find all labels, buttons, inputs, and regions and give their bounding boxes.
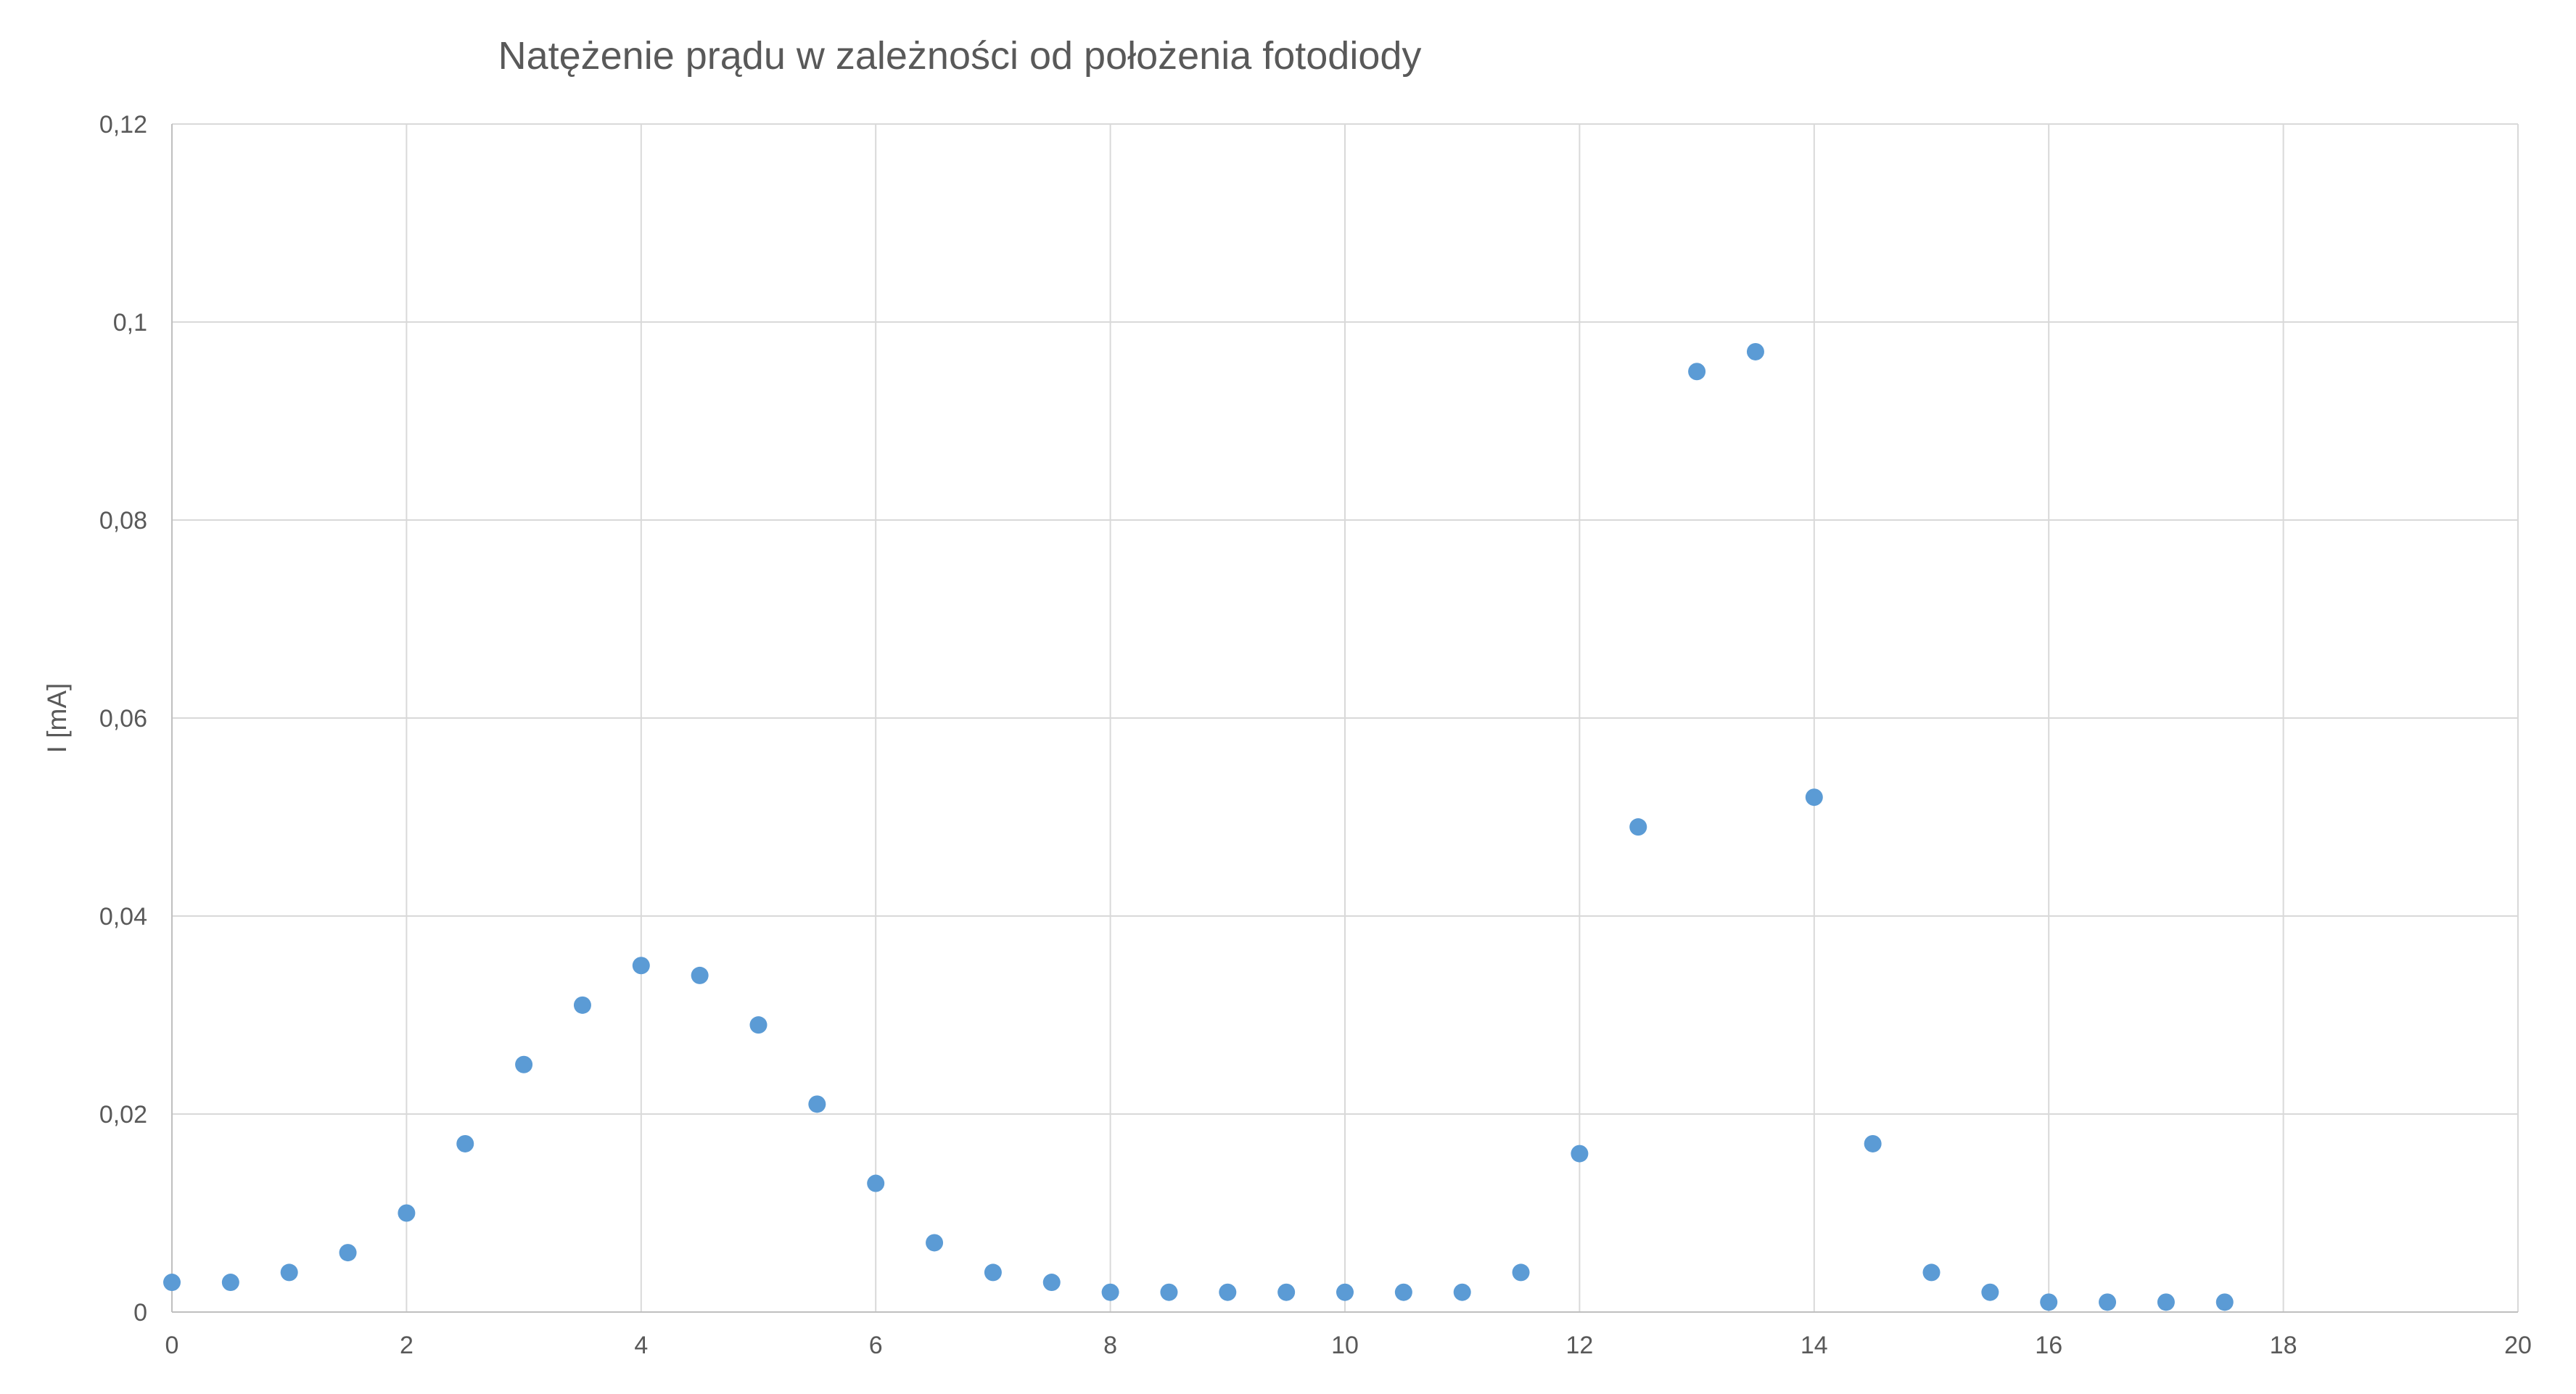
- data-point: [398, 1204, 416, 1222]
- x-tick-label: 0: [165, 1332, 179, 1359]
- data-point: [1101, 1283, 1119, 1301]
- x-tick-label: 4: [634, 1332, 648, 1359]
- y-tick-label: 0,1: [113, 309, 147, 337]
- tick-labels: 0 0,02 0,04 0,06 0,08 0,1 0,12 0 2 4 6 8 10 12 14 16 18 2…: [99, 111, 2532, 1359]
- chart-title: Natężenie prądu w zależności od położeni…: [498, 34, 1422, 78]
- data-points: [163, 342, 2234, 1311]
- data-point: [2099, 1293, 2117, 1311]
- data-point: [1746, 342, 1764, 360]
- x-tick-label: 8: [1103, 1332, 1117, 1359]
- data-point: [1688, 363, 1706, 381]
- y-tick-label: 0,02: [99, 1101, 147, 1129]
- data-point: [339, 1244, 357, 1262]
- data-point: [1219, 1283, 1237, 1301]
- x-tick-label: 16: [2035, 1332, 2062, 1359]
- data-point: [1453, 1283, 1471, 1301]
- data-point: [2157, 1293, 2175, 1311]
- data-point: [1160, 1283, 1178, 1301]
- data-point: [926, 1234, 944, 1252]
- data-point: [1629, 818, 1647, 836]
- y-tick-label: 0,04: [99, 903, 147, 931]
- data-point: [573, 996, 591, 1014]
- data-point: [1805, 788, 1823, 807]
- data-point: [691, 966, 709, 984]
- data-point: [1512, 1263, 1530, 1282]
- data-point: [1864, 1134, 1882, 1152]
- y-tick-label: 0,12: [99, 111, 147, 139]
- data-point: [1394, 1283, 1412, 1301]
- data-point: [280, 1263, 298, 1282]
- y-tick-label: 0: [133, 1299, 147, 1327]
- x-tick-label: 2: [400, 1332, 413, 1359]
- axes: [171, 124, 2518, 1313]
- x-tick-label: 14: [1801, 1332, 1828, 1359]
- data-point: [1571, 1145, 1589, 1163]
- data-point: [515, 1055, 533, 1073]
- data-point: [221, 1274, 239, 1292]
- data-point: [984, 1263, 1002, 1282]
- gridlines: [172, 123, 2519, 1312]
- data-point: [749, 1016, 768, 1034]
- data-point: [1277, 1283, 1296, 1301]
- data-point: [1042, 1274, 1061, 1292]
- x-tick-label: 20: [2504, 1332, 2532, 1359]
- data-point: [1336, 1283, 1354, 1301]
- data-point: [808, 1095, 826, 1113]
- x-tick-label: 10: [1331, 1332, 1359, 1359]
- data-point: [163, 1274, 181, 1292]
- x-tick-label: 12: [1565, 1332, 1593, 1359]
- x-tick-label: 18: [2270, 1332, 2297, 1359]
- data-point: [632, 957, 650, 975]
- data-point: [456, 1134, 474, 1152]
- data-point: [2215, 1293, 2234, 1311]
- data-point: [2040, 1293, 2058, 1311]
- data-point: [1981, 1283, 1999, 1301]
- x-tick-label: 6: [869, 1332, 883, 1359]
- data-point: [867, 1174, 885, 1192]
- y-tick-label: 0,08: [99, 507, 147, 535]
- y-tick-label: 0,06: [99, 705, 147, 733]
- y-axis-label: I [mA]: [42, 683, 72, 754]
- data-point: [1922, 1263, 1941, 1282]
